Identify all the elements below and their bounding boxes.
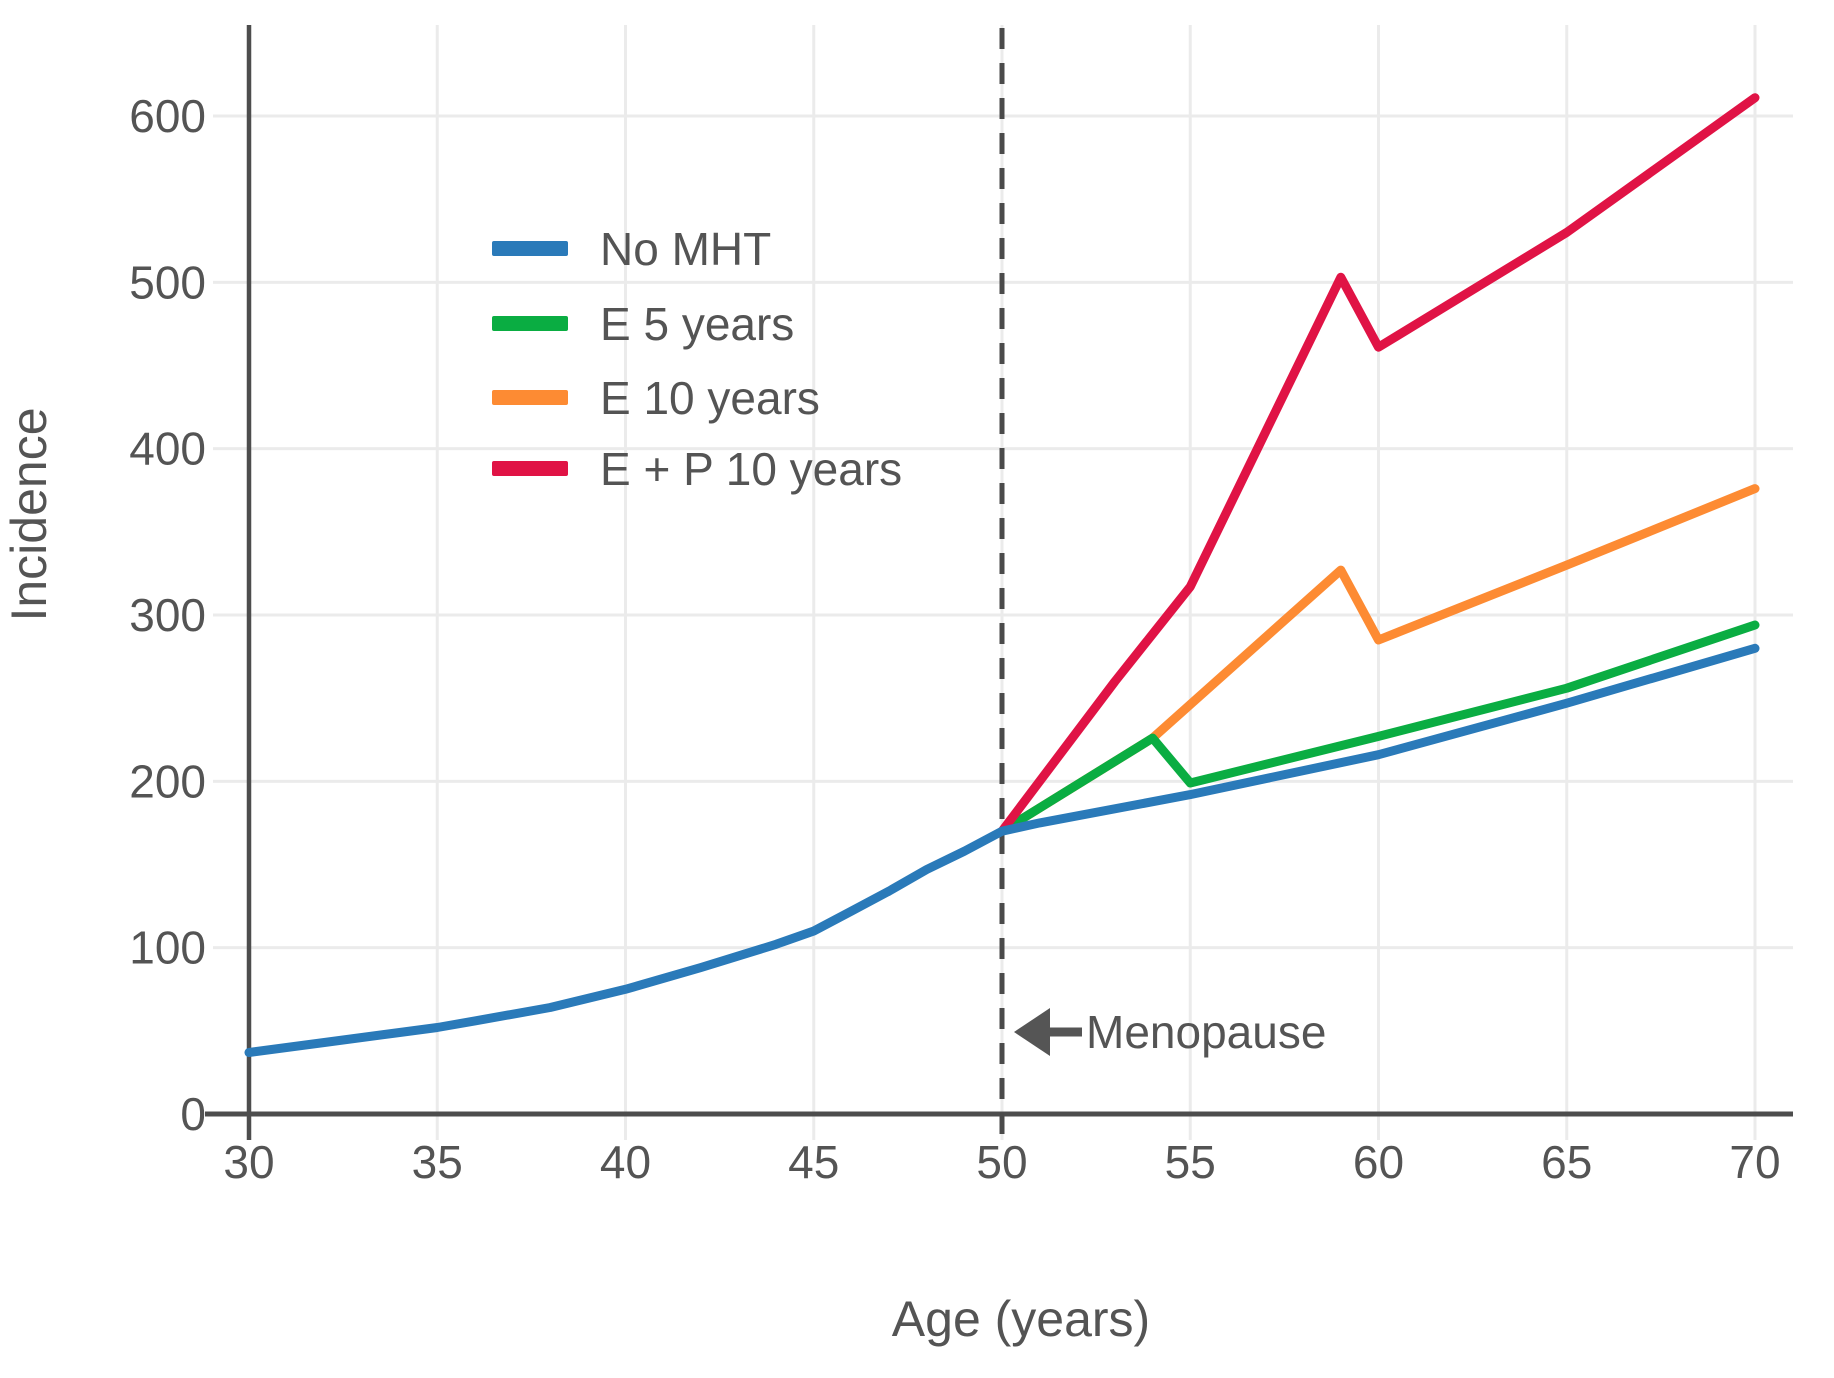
x-tick-label: 55: [1165, 1136, 1216, 1188]
y-axis-title: Incidence: [1, 407, 57, 621]
series-lines: [244, 93, 1760, 1057]
legend-label-no-mht: No MHT: [600, 223, 771, 275]
left-arrow-shaft: [1046, 1027, 1082, 1037]
legend-swatch-e-5-years: [492, 316, 568, 331]
x-tick-label: 35: [412, 1136, 463, 1188]
x-tick-label: 50: [976, 1136, 1027, 1188]
x-tick-label: 70: [1729, 1136, 1780, 1188]
axes: [205, 25, 1793, 1140]
y-tick-label: 100: [129, 922, 206, 974]
x-tick-label: 45: [788, 1136, 839, 1188]
legend-swatch-e-p-10-years: [492, 461, 568, 476]
legend-label-e-10-years: E 10 years: [600, 372, 820, 424]
x-tick-label: 60: [1353, 1136, 1404, 1188]
x-tick-label: 30: [223, 1136, 274, 1188]
tick-labels: 30 35 40 45 50 55 60 65 70 0 100 200 300 400 500 600: [129, 90, 1780, 1188]
legend-swatch-e-10-years: [492, 390, 568, 405]
menopause-annotation: Menopause: [1014, 1006, 1326, 1058]
x-axis-title: Age (years): [892, 1291, 1150, 1347]
series-line-e-5-years: [997, 620, 1760, 836]
x-tick-label: 40: [600, 1136, 651, 1188]
series-line-no-mht: [244, 643, 1760, 1057]
legend-label-e-p-10-years: E + P 10 years: [600, 443, 902, 495]
y-tick-label: 300: [129, 589, 206, 641]
y-tick-label: 500: [129, 256, 206, 308]
gridlines: [213, 25, 1793, 1140]
y-tick-label: 600: [129, 90, 206, 142]
y-tick-label: 0: [180, 1088, 206, 1140]
legend-swatch-no-mht: [492, 241, 568, 256]
left-arrow-icon: [1014, 1008, 1050, 1056]
legend: No MHT E 5 years E 10 years E + P 10 years: [492, 223, 902, 495]
series-line-e-p-10-years: [997, 93, 1760, 836]
y-tick-label: 200: [129, 755, 206, 807]
legend-label-e-5-years: E 5 years: [600, 298, 794, 350]
menopause-label: Menopause: [1086, 1006, 1326, 1058]
y-tick-label: 400: [129, 423, 206, 475]
x-tick-label: 65: [1541, 1136, 1592, 1188]
